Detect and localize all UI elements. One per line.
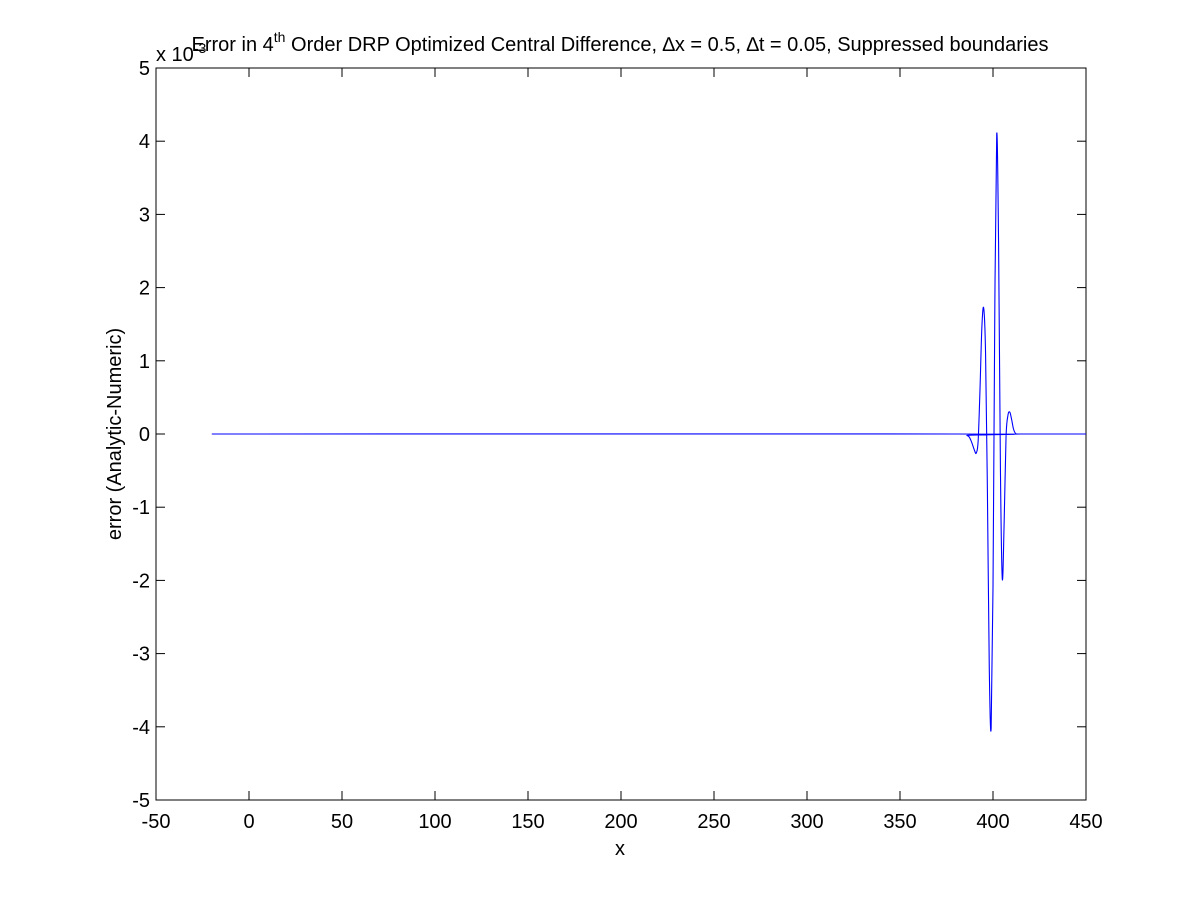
x-tick-label: 100 — [418, 811, 451, 833]
y-axis-label: error (Analytic-Numeric) — [104, 328, 126, 540]
y-exponent-base: x 10 — [156, 44, 194, 66]
x-tick-label: 50 — [331, 811, 353, 833]
y-tick-label: -4 — [132, 717, 150, 739]
x-tick-label: 200 — [604, 811, 637, 833]
x-tick-label: 450 — [1069, 811, 1102, 833]
chart-title-suffix: Order DRP Optimized Central Difference, … — [285, 34, 1048, 56]
x-tick-label: 400 — [976, 811, 1009, 833]
y-exponent-power: -3 — [194, 40, 207, 56]
y-tick-label: -5 — [132, 790, 150, 812]
x-axis-label: x — [615, 838, 625, 860]
y-tick-label: -1 — [132, 497, 150, 519]
y-tick-label: 3 — [139, 204, 150, 226]
x-axis-ticks: -50 0 50 100 150 200 250 300 350 400 450 — [142, 68, 1103, 833]
x-tick-label: 300 — [790, 811, 823, 833]
x-tick-label: -50 — [142, 811, 171, 833]
y-exponent-label: x 10-3 — [156, 40, 206, 66]
series-line — [211, 132, 1086, 732]
x-tick-label: 150 — [511, 811, 544, 833]
x-tick-label: 0 — [243, 811, 254, 833]
x-tick-label: 250 — [697, 811, 730, 833]
chart-title-prefix: Error in 4 — [192, 34, 274, 56]
y-tick-label: 5 — [139, 58, 150, 80]
y-tick-label: -3 — [132, 644, 150, 666]
y-tick-label: 4 — [139, 131, 150, 153]
chart-title: Error in 4th Order DRP Optimized Central… — [192, 29, 1049, 56]
series-layer — [211, 132, 1086, 732]
y-tick-label: 1 — [139, 351, 150, 373]
y-tick-label: -2 — [132, 570, 150, 592]
y-tick-label: 0 — [139, 424, 150, 446]
x-tick-label: 350 — [883, 811, 916, 833]
y-axis-ticks: 5 4 3 2 1 0 -1 -2 -3 -4 -5 — [132, 58, 1086, 812]
chart-title-superscript: th — [274, 29, 286, 45]
y-tick-label: 2 — [139, 278, 150, 300]
